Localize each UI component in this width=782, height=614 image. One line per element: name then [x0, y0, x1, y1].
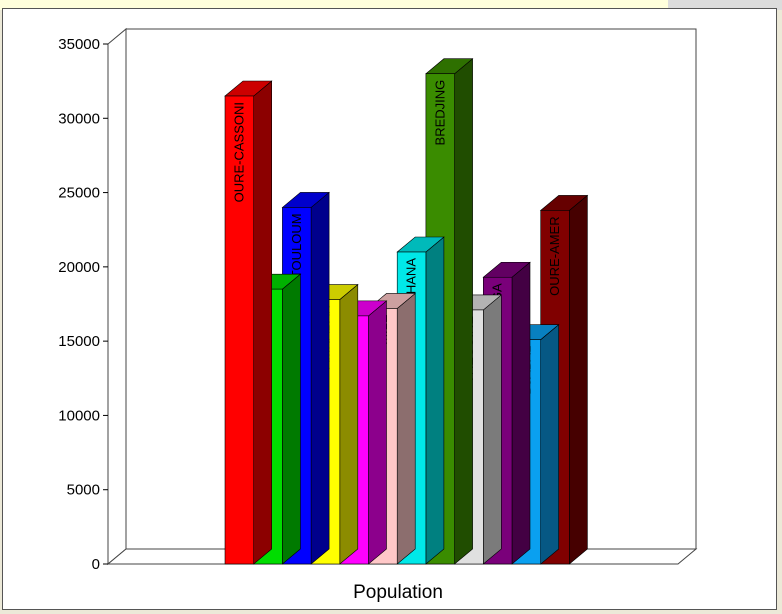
- bar: [224, 95, 255, 565]
- bar-side: [253, 80, 273, 565]
- bar-side: [482, 294, 502, 565]
- top-strip-right: [668, 0, 782, 10]
- bar-side: [310, 191, 330, 565]
- bar-side: [339, 283, 359, 565]
- y-tick-label: 15000: [58, 333, 100, 350]
- bar-side: [540, 324, 560, 565]
- y-tick-label: 35000: [58, 36, 100, 53]
- bar-label: TOULOUM: [289, 213, 304, 278]
- bar-group: OURE-CASSONI: [224, 80, 273, 565]
- top-strip: [0, 0, 782, 10]
- y-tick-label: 0: [92, 556, 100, 573]
- y-tick-label: 30000: [58, 110, 100, 127]
- bar-label: OURE-AMER: [547, 216, 562, 295]
- bar-side: [511, 261, 531, 565]
- bar-label: BREDJING: [432, 80, 447, 146]
- population-bar-chart: 0 5000 10000 15000 20000 25000 30000 35000 OURE…: [58, 27, 698, 603]
- side-wall: [107, 27, 127, 566]
- bar-side: [368, 300, 387, 565]
- bar-side: [396, 292, 416, 565]
- y-tick-label: 5000: [67, 482, 100, 499]
- y-tick-label: 10000: [58, 407, 100, 424]
- bar-side: [569, 194, 588, 565]
- y-tick-label: 25000: [58, 185, 100, 202]
- x-axis-label: Population: [353, 582, 443, 603]
- y-axis: 0 5000 10000 15000 20000 25000 30000 35000: [58, 36, 108, 573]
- bar-side: [454, 58, 473, 565]
- bars: OURE-AMERDJABALGAGATREGUINEBREDJINGFARCH…: [224, 58, 589, 565]
- chart-frame: 0 5000 10000 15000 20000 25000 30000 35000 OURE…: [2, 8, 777, 610]
- bar-label: OURE-CASSONI: [231, 102, 246, 202]
- y-tick-label: 20000: [58, 259, 100, 276]
- bar-side: [425, 236, 445, 565]
- bar-side: [282, 273, 301, 565]
